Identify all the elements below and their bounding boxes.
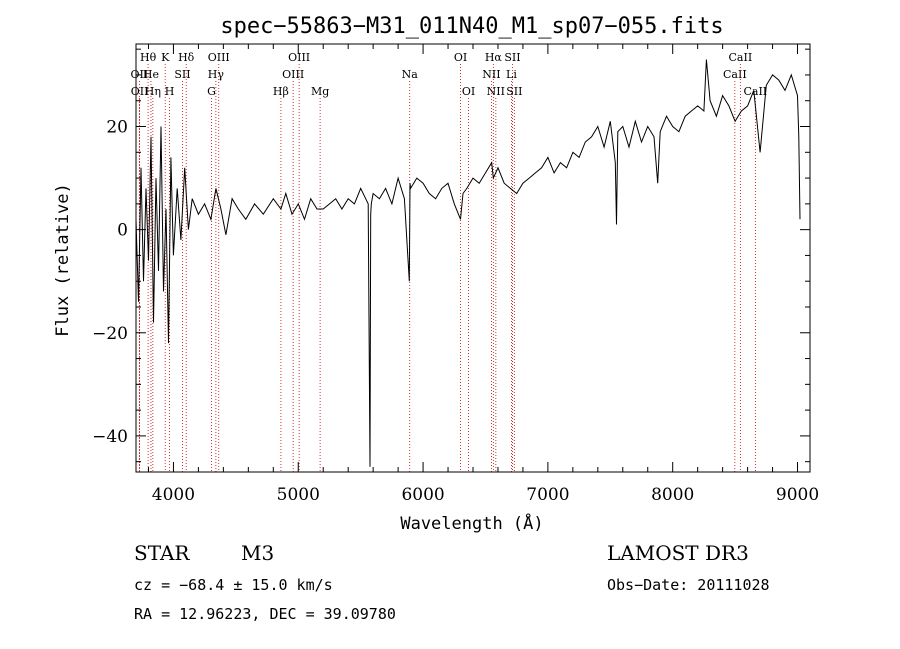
observation-date: Obs−Date: 20111028 (607, 576, 770, 594)
survey-name: LAMOST DR3 (607, 541, 749, 565)
emission-line-label: Hβ (273, 85, 289, 98)
emission-line-label: SII (504, 51, 520, 64)
emission-line-label: Hθ (140, 51, 157, 64)
emission-line-label: OII (131, 85, 149, 98)
emission-line-label: Hα (485, 51, 503, 64)
emission-line-label: NII (487, 85, 505, 98)
x-axis-ticks: 4000 5000 6000 7000 8000 9000 (147, 44, 819, 505)
emission-line-label: OIII (282, 68, 304, 81)
y-tick-label: 0 (117, 221, 128, 241)
emission-line-label: CaII (743, 85, 767, 98)
sky-coordinates: RA = 12.96223, DEC = 39.09780 (134, 605, 396, 623)
emission-line-label: Li (506, 68, 517, 81)
x-tick-label: 5000 (277, 485, 320, 505)
emission-line-label: OI (462, 85, 475, 98)
emission-line-label: Na (402, 68, 419, 81)
spectrum-series-line (135, 59, 801, 467)
emission-line-label: CaII (723, 68, 747, 81)
x-tick-label: 8000 (651, 485, 694, 505)
emission-line-label: Hη (145, 85, 161, 98)
redshift-velocity: cz = −68.4 ± 15.0 km/s (134, 576, 333, 594)
x-tick-label: 6000 (401, 485, 444, 505)
y-tick-label: −40 (92, 427, 128, 447)
plot-frame (135, 43, 811, 473)
y-axis-ticks: −40 −20 0 20 (92, 48, 810, 463)
object-class: STAR (134, 541, 190, 565)
emission-line-label: He (143, 68, 159, 81)
emission-line-label: H (165, 85, 175, 98)
emission-line-label: OIII (208, 51, 230, 64)
emission-line-label: SII (506, 85, 522, 98)
emission-line-label: Mg (311, 85, 329, 98)
emission-line-label: K (161, 51, 170, 64)
y-axis-label: Flux (relative) (53, 183, 73, 337)
emission-line-label: Hδ (178, 51, 195, 64)
chart-title: spec−55863−M31_011N40_M1_sp07−055.fits (220, 14, 723, 39)
emission-line-label: OIII (288, 51, 310, 64)
y-tick-label: −20 (92, 324, 128, 344)
y-tick-label: 20 (106, 118, 128, 138)
object-subclass: M3 (241, 541, 274, 565)
x-tick-label: 9000 (776, 485, 819, 505)
emission-line-label: CaII (729, 51, 753, 64)
x-axis-label: Wavelength (Å) (400, 512, 543, 534)
emission-line-label: OI (454, 51, 467, 64)
emission-line-label: NII (482, 68, 500, 81)
emission-line-label: SII (174, 68, 190, 81)
emission-line-label: Hγ (208, 68, 225, 81)
x-tick-label: 4000 (152, 485, 195, 505)
emission-line-label: G (207, 85, 216, 98)
x-tick-label: 7000 (526, 485, 569, 505)
